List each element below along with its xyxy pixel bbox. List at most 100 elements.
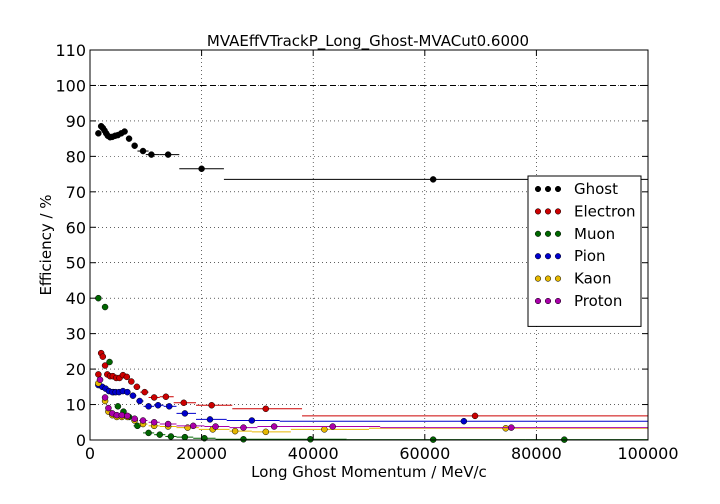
data-point	[164, 151, 172, 158]
data-point	[150, 419, 158, 426]
y-tick-label: 20	[66, 360, 86, 379]
data-point	[502, 425, 509, 432]
legend-entry-kaon: Kaon	[534, 270, 611, 288]
legend-marker	[544, 208, 552, 215]
data-point	[136, 397, 143, 405]
x-tick-label: 60000	[399, 444, 450, 463]
legend-entry-electron: Electron	[534, 202, 636, 220]
data-point	[124, 388, 131, 396]
legend-label: Electron	[574, 202, 636, 220]
legend-marker	[534, 185, 542, 193]
data-point	[471, 412, 479, 420]
plot-frame	[89, 49, 649, 441]
data-point	[240, 436, 247, 443]
legend-entry-pion: Pion	[534, 247, 606, 265]
y-tick-label: 110	[55, 41, 86, 60]
legend-marker	[534, 253, 542, 260]
legend-marker	[554, 297, 562, 305]
x-tick-label: 100000	[617, 444, 678, 463]
data-point	[329, 423, 336, 430]
axis-ticks: 0 20000 40000 60000 80000 100000 0 10 20 30 40 50 60…	[55, 41, 678, 463]
legend-entry-muon: Muon	[534, 225, 615, 243]
y-tick-label: 90	[66, 112, 86, 131]
data-point	[208, 402, 215, 409]
legend-entry-proton: Proton	[534, 292, 622, 310]
legend-marker	[554, 208, 562, 215]
y-tick-label: 0	[76, 431, 86, 450]
legend-label: Pion	[574, 247, 606, 265]
legend-marker	[554, 275, 562, 282]
series-ghost	[95, 122, 648, 183]
data-point	[125, 135, 133, 142]
series-proton	[96, 376, 648, 431]
data-point	[262, 405, 270, 413]
y-tick-label: 10	[66, 396, 86, 415]
data-point	[240, 424, 247, 431]
legend-marker	[534, 275, 542, 282]
chart-title: MVAEffVTrackP_Long_Ghost-MVACut0.6000	[207, 32, 529, 51]
data-point	[95, 294, 102, 302]
data-point	[181, 410, 189, 417]
legend-label: Proton	[574, 292, 622, 310]
y-tick-label: 30	[66, 325, 86, 344]
data-point	[154, 402, 162, 409]
data-point	[96, 376, 104, 383]
data-point	[189, 422, 197, 430]
y-axis-label: Efficiency / %	[37, 194, 55, 295]
legend-marker	[534, 230, 542, 237]
data-point	[101, 303, 109, 311]
legend-label: Ghost	[574, 180, 618, 198]
legend-marker	[544, 297, 552, 305]
y-tick-label: 80	[66, 147, 86, 166]
legend-marker	[554, 185, 562, 193]
data-point	[165, 403, 173, 410]
data-point	[262, 428, 270, 436]
data-point	[128, 378, 135, 385]
data-point	[180, 399, 187, 407]
data-point	[124, 412, 131, 420]
data-point	[167, 433, 175, 440]
data-point	[141, 388, 148, 396]
data-point	[231, 427, 239, 435]
legend-marker	[554, 230, 562, 237]
data-point	[198, 165, 205, 173]
x-tick-label: 40000	[288, 444, 339, 463]
series-pion	[95, 381, 648, 425]
data-point	[133, 383, 141, 391]
data-point	[118, 411, 126, 419]
legend: Ghost Electron Muon Pion Kaon Proton	[527, 175, 642, 327]
data-point	[164, 420, 172, 428]
data-point	[460, 417, 468, 425]
series-electron	[95, 349, 648, 420]
data-point	[105, 404, 112, 412]
data-point	[321, 426, 328, 433]
data-point	[95, 130, 102, 137]
data-point	[148, 151, 155, 158]
x-axis-label: Long Ghost Momentum / MeV/c	[251, 463, 487, 481]
data-point	[145, 429, 152, 437]
x-tick-label: 0	[85, 444, 95, 463]
data-point	[508, 424, 515, 431]
data-point	[212, 423, 219, 430]
data-point	[121, 128, 128, 135]
data-point	[206, 416, 214, 423]
legend-marker	[534, 208, 542, 215]
data-point	[114, 403, 122, 410]
data-point	[145, 403, 152, 410]
data-point	[129, 392, 137, 399]
data-point	[101, 362, 109, 369]
data-point	[429, 176, 437, 183]
data-point	[162, 393, 170, 400]
y-tick-label: 60	[66, 218, 86, 237]
legend-marker	[544, 185, 552, 193]
data-points	[95, 122, 648, 443]
legend-marker	[544, 275, 552, 282]
data-point	[139, 147, 147, 155]
y-tick-label: 40	[66, 289, 86, 308]
y-tick-label: 70	[66, 183, 86, 202]
data-point	[181, 433, 189, 441]
data-point	[156, 431, 163, 438]
data-point	[99, 353, 107, 360]
data-point	[106, 358, 113, 366]
